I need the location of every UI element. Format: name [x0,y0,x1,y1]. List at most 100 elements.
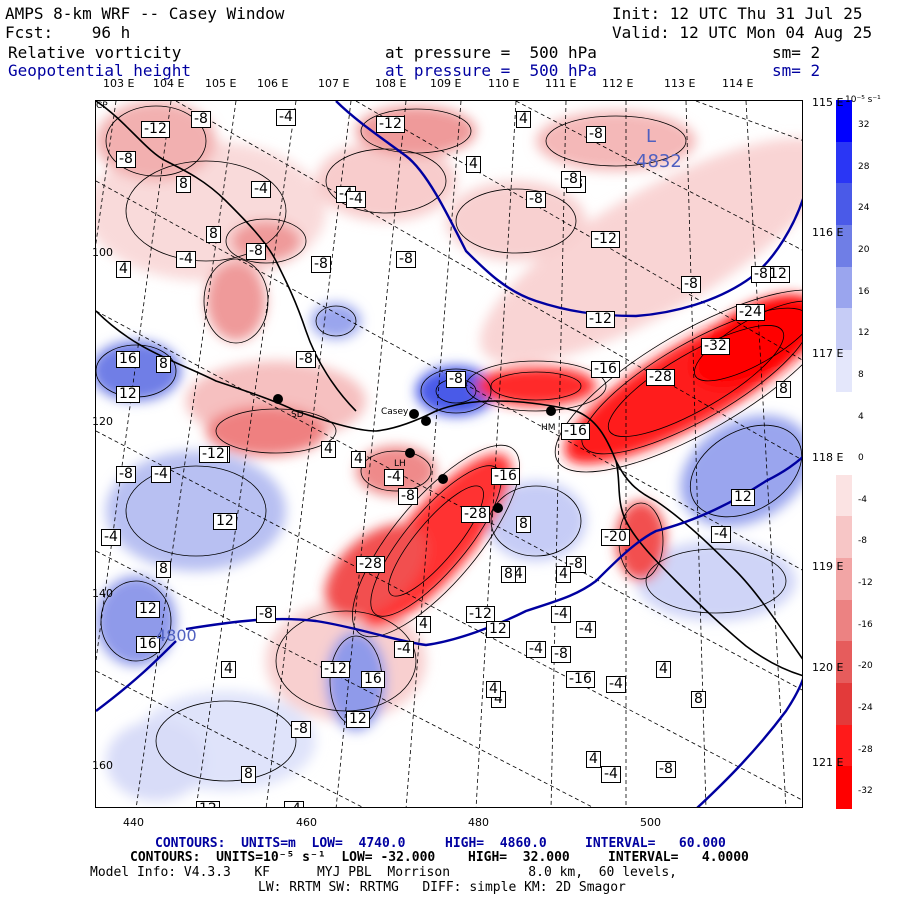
longitude-label: 103 E [103,77,135,90]
vorticity-map [96,101,802,807]
colorbar-tick-label: 0 [858,453,864,464]
contour-value-label: -28 [646,369,675,386]
contour-value-label: 12 [346,711,370,728]
contour-value-label: -4 [526,641,546,658]
contour-value-label: -8 [526,191,546,208]
contour-value-label: -4 [276,109,296,126]
footer-physics-info: LW: RRTM SW: RRTMG DIFF: simple KM: 2D S… [258,880,626,895]
colorbar-tick-label: 28 [858,161,870,172]
contour-value-label: -8 [191,111,211,128]
contour-value-label: -12 [376,116,405,133]
contour-value-label: 8 [241,766,256,783]
contour-value-label: -8 [566,556,586,573]
contour-value-label: -8 [751,266,771,283]
vorticity-contour-line [607,325,785,437]
contour-value-label: -12 [591,231,620,248]
vorticity-contour-line [689,424,802,518]
contour-value-label: 4 [656,661,671,678]
latitude-label: 118 E [812,451,844,464]
vorticity-contour-line [465,360,607,412]
contour-value-label: -4 [101,529,121,546]
colorbar-swatch [836,224,852,268]
contour-value-label: -12 [466,606,495,623]
colorbar-swatch [836,558,852,601]
station-marker [493,503,503,513]
contour-value-label: 4 [416,616,431,633]
contour-value-label: -16 [491,468,520,485]
colorbar-swatch [836,724,852,768]
colorbar-tick-label: 4 [858,411,864,422]
contour-value-label: 4 [486,681,501,698]
colorbar-swatch [836,141,852,185]
contour-value-label: 12 [196,801,220,807]
colorbar-swatch [836,183,852,226]
map-panel: -12-8-4-8-124-8-884-4-8-8-48-12-4-84-8-8… [95,100,803,808]
y-axis-tick-label: 160 [92,759,113,772]
contour-value-label: -8 [116,466,136,483]
y-axis-tick-label: 100 [92,246,113,259]
contour-value-label: -20 [601,529,630,546]
contour-value-label: 4 [116,261,131,278]
contour-value-label: -28 [461,506,490,523]
station-label: Casey [381,407,409,417]
station-marker [405,448,415,458]
contour-value-label: 12 [116,386,140,403]
y-axis-tick-label: 120 [92,415,113,428]
contour-value-label: -8 [586,126,606,143]
footer-vort-contours: CONTOURS: UNITS=10⁻⁵ s⁻¹ LOW= -32.000 [130,850,436,865]
contour-value-label: 4 [351,451,366,468]
colorbar-tick-label: -4 [858,494,867,505]
vorticity-contour-line [490,485,582,557]
contour-value-label: -4 [384,469,404,486]
longitude-label: 109 E [430,77,462,90]
contour-value-label: -8 [398,488,418,505]
station-marker [409,409,419,419]
colorbar-swatch [836,599,852,643]
contour-value-label: 12 [486,621,510,638]
longitude-label: 107 E [318,77,350,90]
contour-value-label: 12 [136,601,160,618]
contour-value-label: -4 [251,181,271,198]
colorbar-tick-label: -16 [858,619,873,630]
contour-value-label: 4 [586,751,601,768]
colorbar-tick-label: 16 [858,286,870,297]
field2-level: at pressure = 500 hPa [385,61,597,80]
contour-value-label: 4 [466,156,481,173]
vorticity-contour-line [420,368,492,414]
colorbar-tick-label: -12 [858,578,873,589]
x-axis-tick-label: 500 [640,816,661,829]
latitude-label: 121 E [812,756,844,769]
contour-value-label: -4 [151,466,171,483]
footer-height-high: HIGH= 4860.0 [445,836,547,851]
contour-value-label: -4 [346,191,366,208]
colorbar-swatch [836,641,852,685]
colorbar-tick-label: -20 [858,661,873,672]
colorbar-unit: 10⁻⁵ s⁻¹ [845,95,881,105]
contour-value-label: 8 [776,381,791,398]
footer-vort-interval: INTERVAL= 4.0000 [608,850,749,865]
contour-value-label: -8 [256,606,276,623]
colorbar-swatch [836,766,852,809]
colorbar-swatch [836,516,852,560]
contour-value-label: -8 [396,251,416,268]
colorbar-swatch [836,100,852,143]
station-marker [273,394,283,404]
field1-name: Relative vorticity [8,43,182,62]
x-axis-tick-label: 480 [468,816,489,829]
longitude-label: 108 E [375,77,407,90]
vorticity-contour-line [125,465,267,557]
longitude-label: 114 E [722,77,754,90]
vorticity-contour-line [215,408,337,454]
contour-value-label: -4 [601,766,621,783]
contour-value-label: 8 [691,691,706,708]
y-axis-tick-label: 140 [92,587,113,600]
colorbar-swatch [836,683,852,726]
contour-value-label: -4 [551,606,571,623]
colorbar-tick-label: 24 [858,203,870,214]
latitude-label: 115 E [812,96,844,109]
longitude-label: 105 E [205,77,237,90]
coastline [96,101,802,677]
map-title: AMPS 8-km WRF -- Casey Window [5,4,285,23]
vorticity-contour-line [554,289,802,473]
latitude-label: 120 E [812,661,844,674]
